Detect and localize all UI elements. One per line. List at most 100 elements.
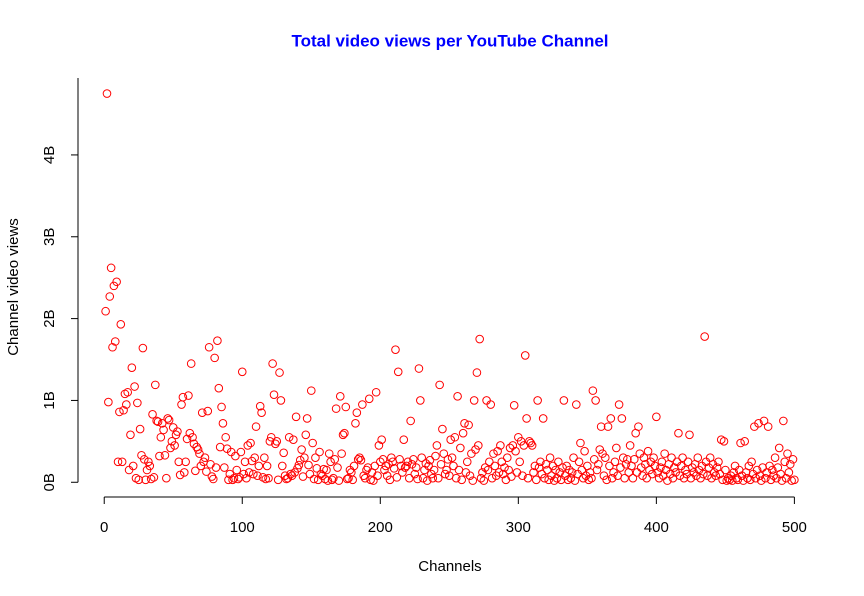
point	[529, 468, 538, 477]
point	[654, 473, 664, 483]
point	[450, 432, 460, 442]
point	[188, 432, 197, 442]
point	[150, 380, 160, 390]
point	[364, 394, 374, 404]
point	[208, 474, 218, 484]
point	[718, 475, 727, 485]
point	[213, 336, 222, 345]
point	[406, 416, 415, 426]
point	[144, 457, 153, 467]
point	[145, 461, 155, 471]
point	[231, 451, 240, 461]
point	[264, 473, 273, 483]
point	[751, 473, 761, 483]
point	[312, 464, 322, 473]
point	[308, 438, 317, 448]
point	[304, 460, 313, 470]
point	[785, 459, 795, 469]
point	[489, 449, 498, 458]
point	[409, 455, 418, 464]
point	[768, 465, 777, 475]
point	[337, 449, 346, 458]
point	[693, 453, 703, 463]
point	[311, 453, 320, 463]
point	[130, 382, 139, 391]
point	[780, 457, 790, 467]
point	[404, 473, 414, 483]
point	[377, 435, 386, 445]
point	[373, 471, 382, 481]
point	[533, 396, 542, 405]
point	[323, 476, 333, 485]
point	[431, 451, 440, 461]
point	[297, 445, 306, 454]
point	[676, 461, 686, 471]
point	[351, 419, 360, 428]
point	[175, 470, 185, 480]
point	[355, 453, 364, 463]
point	[220, 463, 229, 472]
point	[242, 473, 251, 483]
point	[116, 320, 126, 329]
point	[498, 469, 508, 479]
point	[162, 473, 171, 483]
point	[215, 442, 225, 452]
point	[497, 457, 507, 467]
point	[639, 453, 649, 463]
point	[331, 404, 341, 413]
point	[526, 438, 536, 448]
point	[424, 461, 433, 471]
point	[649, 453, 658, 463]
point	[392, 473, 402, 482]
point	[485, 457, 494, 467]
point	[102, 89, 112, 98]
point	[233, 474, 243, 484]
point	[784, 468, 794, 477]
point	[186, 359, 196, 368]
point	[565, 465, 574, 475]
point	[155, 451, 164, 461]
point	[302, 414, 312, 423]
point	[438, 424, 447, 434]
point	[266, 432, 276, 442]
point	[638, 471, 647, 481]
point	[119, 405, 128, 415]
point	[464, 420, 473, 430]
point	[112, 277, 121, 287]
point	[414, 364, 424, 373]
point	[360, 473, 370, 483]
point	[164, 415, 174, 425]
point	[606, 414, 616, 423]
point	[538, 414, 548, 423]
point	[482, 396, 491, 405]
point	[790, 475, 799, 485]
point	[573, 469, 582, 479]
point	[163, 414, 173, 423]
point	[580, 446, 589, 456]
point	[301, 430, 311, 440]
point	[277, 461, 287, 471]
point	[402, 461, 411, 471]
point	[182, 434, 192, 444]
point	[315, 447, 324, 457]
point	[719, 437, 729, 446]
point	[774, 443, 784, 453]
point	[133, 398, 142, 408]
point	[174, 457, 184, 467]
point	[240, 457, 250, 467]
point	[632, 468, 642, 477]
point	[250, 453, 259, 463]
point	[698, 469, 708, 479]
point	[217, 402, 226, 412]
point	[387, 453, 396, 463]
y-tick-label: 2B	[41, 309, 58, 327]
point	[770, 453, 780, 463]
point	[251, 422, 261, 431]
point	[783, 449, 792, 458]
point	[623, 455, 632, 464]
point	[236, 447, 246, 457]
point	[755, 471, 765, 481]
point	[554, 457, 563, 467]
point	[210, 353, 219, 363]
point	[428, 473, 438, 483]
